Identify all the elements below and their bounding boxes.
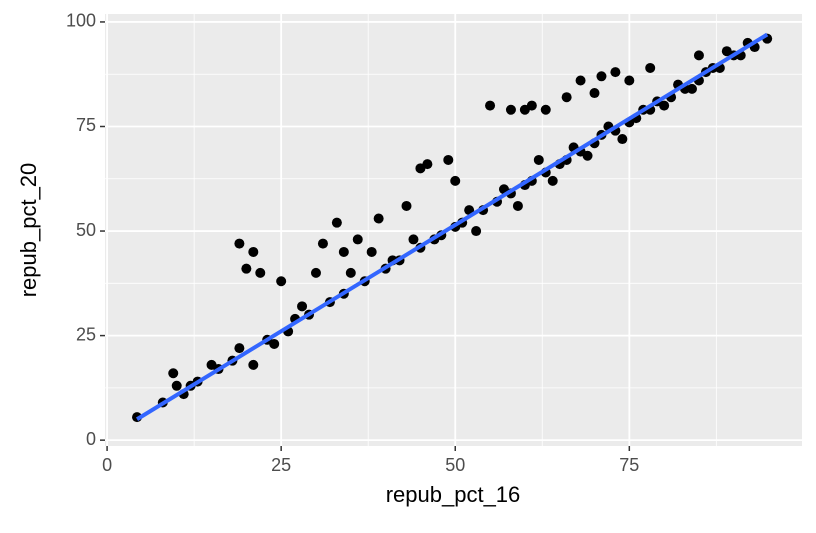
- point: [310, 267, 321, 278]
- point: [450, 175, 461, 186]
- point: [693, 50, 704, 61]
- point: [610, 67, 621, 78]
- y-axis-label: repub_pct_20: [16, 163, 41, 298]
- point: [471, 226, 482, 237]
- point: [533, 154, 544, 165]
- point: [276, 276, 287, 287]
- point: [526, 100, 537, 111]
- point: [575, 75, 586, 86]
- point: [168, 368, 179, 379]
- point: [540, 104, 551, 115]
- point: [248, 246, 259, 257]
- point: [617, 134, 628, 145]
- x-tick-label: 0: [102, 455, 112, 475]
- point: [443, 154, 454, 165]
- point: [401, 200, 412, 211]
- point: [512, 200, 523, 211]
- y-tick-label: 0: [86, 429, 96, 449]
- point: [645, 62, 656, 73]
- point: [422, 159, 433, 170]
- point: [686, 83, 697, 94]
- point: [171, 380, 182, 391]
- y-tick-label: 75: [76, 115, 96, 135]
- point: [345, 267, 356, 278]
- x-tick-label: 75: [619, 455, 639, 475]
- point: [624, 75, 635, 86]
- point: [234, 343, 245, 354]
- point: [317, 238, 328, 249]
- point: [373, 213, 384, 224]
- point: [241, 263, 252, 274]
- point: [596, 71, 607, 82]
- y-tick-label: 25: [76, 324, 96, 344]
- point: [338, 246, 349, 257]
- fit-line: [135, 32, 769, 421]
- point: [547, 175, 558, 186]
- point: [408, 234, 419, 245]
- point: [366, 246, 377, 257]
- x-tick-label: 25: [271, 455, 291, 475]
- point: [248, 359, 259, 370]
- y-tick-label: 100: [66, 11, 96, 31]
- point: [485, 100, 496, 111]
- point: [352, 234, 363, 245]
- point: [297, 301, 308, 312]
- point: [561, 92, 572, 103]
- x-axis-label: repub_pct_16: [386, 482, 521, 507]
- x-tick-label: 50: [445, 455, 465, 475]
- y-tick-label: 50: [76, 220, 96, 240]
- point: [234, 238, 245, 249]
- point: [505, 104, 516, 115]
- point: [255, 267, 266, 278]
- point: [589, 88, 600, 99]
- point: [331, 217, 342, 228]
